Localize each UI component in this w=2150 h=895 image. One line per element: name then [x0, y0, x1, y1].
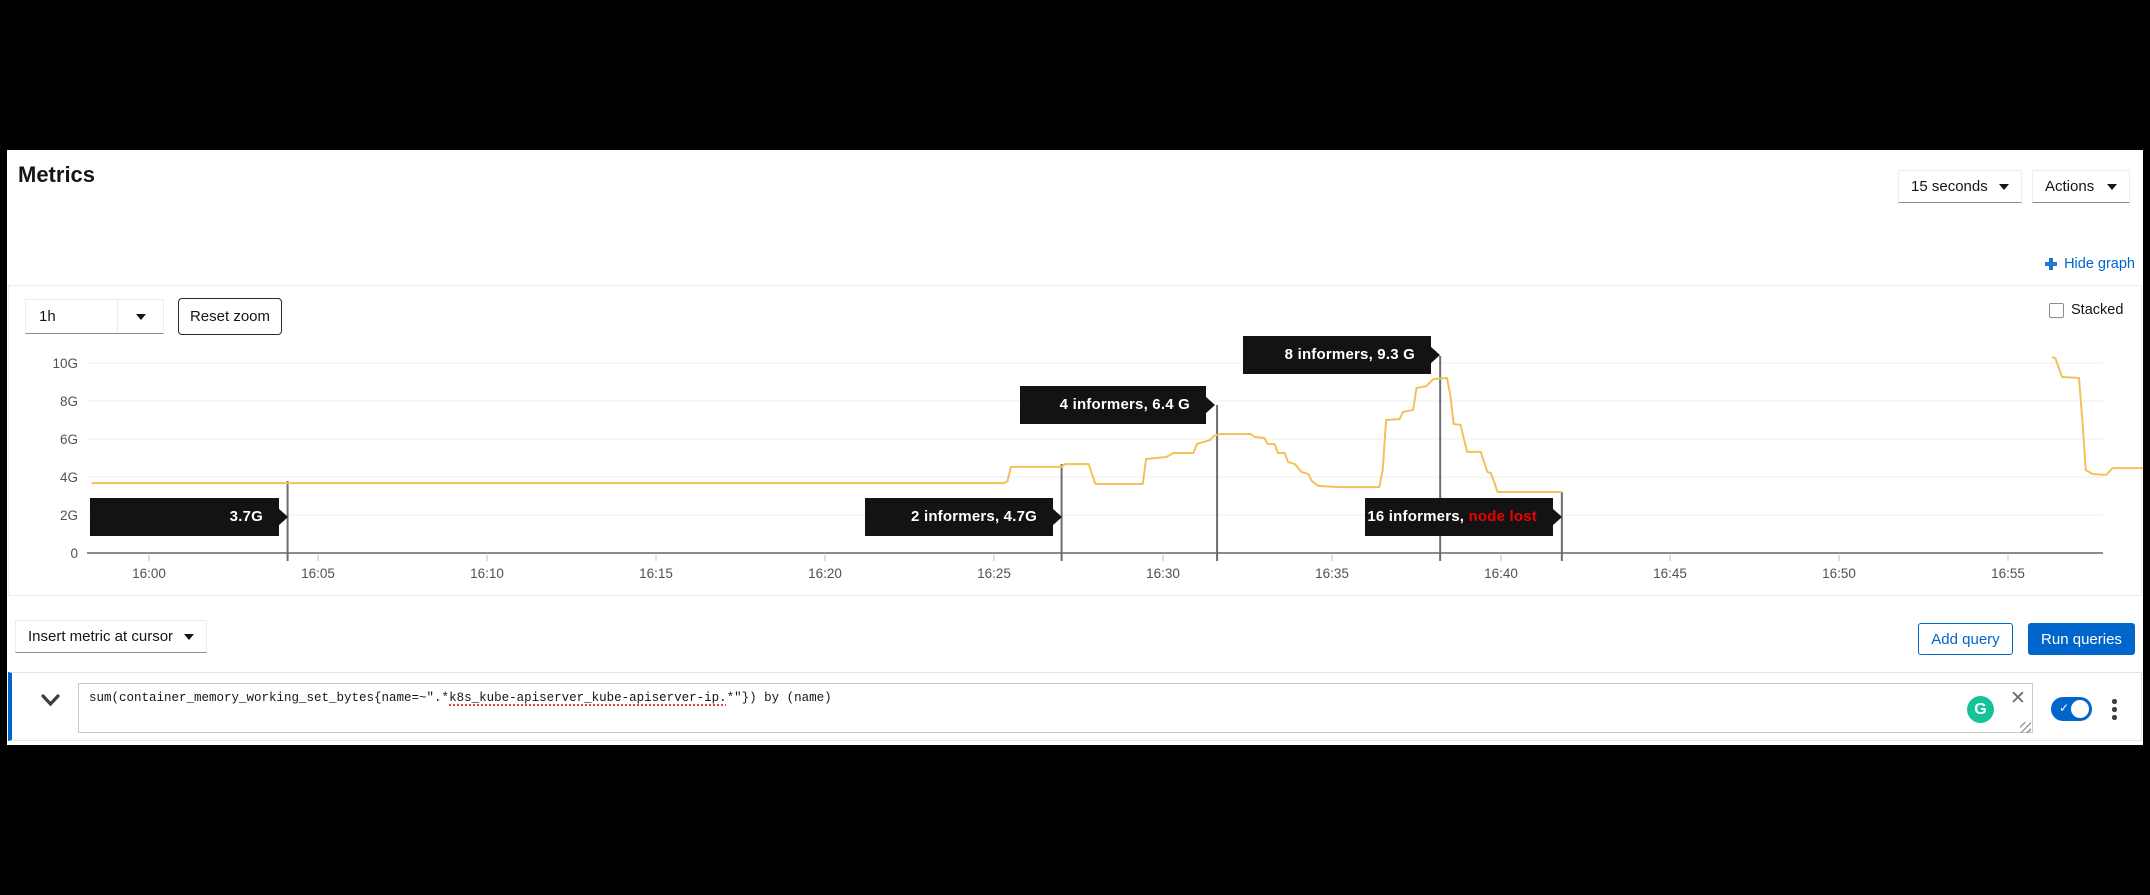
- metrics-page: Metrics 15 seconds Actions Hide graph 1h…: [7, 150, 2143, 745]
- annotation-text: 2 informers, 4.7G: [911, 508, 1037, 525]
- chevron-down-icon: [135, 313, 146, 320]
- check-icon: ✓: [2059, 701, 2070, 715]
- query-text: *"}) by (name): [726, 691, 832, 705]
- expand-query-chevron-icon[interactable]: [41, 694, 60, 707]
- textarea-resize-handle[interactable]: [2020, 722, 2031, 733]
- annotation-text: 3.7G: [229, 508, 263, 525]
- query-text-misspelled: k8s_kube-apiserver_kube-apiserver-ip.: [449, 691, 727, 705]
- timespan-select[interactable]: 1h: [25, 299, 164, 334]
- refresh-interval-select[interactable]: 15 seconds: [1898, 170, 2022, 203]
- page-title: Metrics: [18, 162, 96, 187]
- insert-metric-select[interactable]: Insert metric at cursor: [15, 620, 207, 653]
- graph-card: 1h Reset zoom Stacked: [8, 285, 2142, 596]
- add-query-button[interactable]: Add query: [1918, 623, 2013, 655]
- chevron-down-icon: [1999, 183, 2009, 190]
- annotation-text: 8 informers, 9.3 G: [1284, 346, 1415, 363]
- select-caret-section: [117, 300, 163, 333]
- timespan-value: 1h: [39, 308, 56, 325]
- chart-annotation-tooltip: 8 informers, 9.3 G: [1243, 336, 1440, 374]
- annotation-highlight: node lost: [1468, 508, 1537, 525]
- chart-annotation-tooltip: 4 informers, 6.4 G: [1020, 386, 1215, 424]
- annotation-text: 16 informers,: [1367, 508, 1469, 525]
- chart-annotation-tooltip: 2 informers, 4.7G: [865, 498, 1062, 536]
- chart-annotation-tooltip: 16 informers, node lost: [1365, 498, 1562, 536]
- stacked-checkbox[interactable]: [2049, 302, 2064, 318]
- toggle-knob: [2071, 700, 2089, 718]
- hide-graph-label: Hide graph: [2064, 256, 2135, 272]
- query-row: sum(container_memory_working_set_bytes{n…: [8, 672, 2142, 741]
- kebab-menu-icon[interactable]: [2106, 697, 2123, 722]
- run-queries-button[interactable]: Run queries: [2028, 623, 2135, 655]
- chart-annotation-tooltip: 3.7G: [90, 498, 288, 536]
- chevron-down-icon: [184, 633, 194, 640]
- query-text: sum(container_memory_working_set_bytes{n…: [89, 691, 450, 705]
- refresh-interval-value: 15 seconds: [1911, 178, 1988, 195]
- reset-zoom-button[interactable]: Reset zoom: [178, 298, 282, 335]
- chevron-down-icon: [2107, 183, 2117, 190]
- query-enabled-toggle[interactable]: ✓: [2051, 697, 2092, 721]
- insert-metric-label: Insert metric at cursor: [28, 628, 174, 645]
- stacked-control: Stacked: [2049, 302, 2123, 318]
- actions-dropdown[interactable]: Actions: [2032, 170, 2130, 203]
- hide-graph-link[interactable]: Hide graph: [2044, 256, 2135, 272]
- query-input[interactable]: sum(container_memory_working_set_bytes{n…: [78, 683, 2033, 733]
- stacked-label: Stacked: [2071, 302, 2124, 318]
- annotation-text: 4 informers, 6.4 G: [1059, 396, 1190, 413]
- actions-label: Actions: [2045, 178, 2095, 195]
- grammarly-icon[interactable]: G: [1967, 696, 1994, 723]
- compress-icon: [2045, 258, 2058, 270]
- close-icon[interactable]: ✕: [2010, 688, 2026, 709]
